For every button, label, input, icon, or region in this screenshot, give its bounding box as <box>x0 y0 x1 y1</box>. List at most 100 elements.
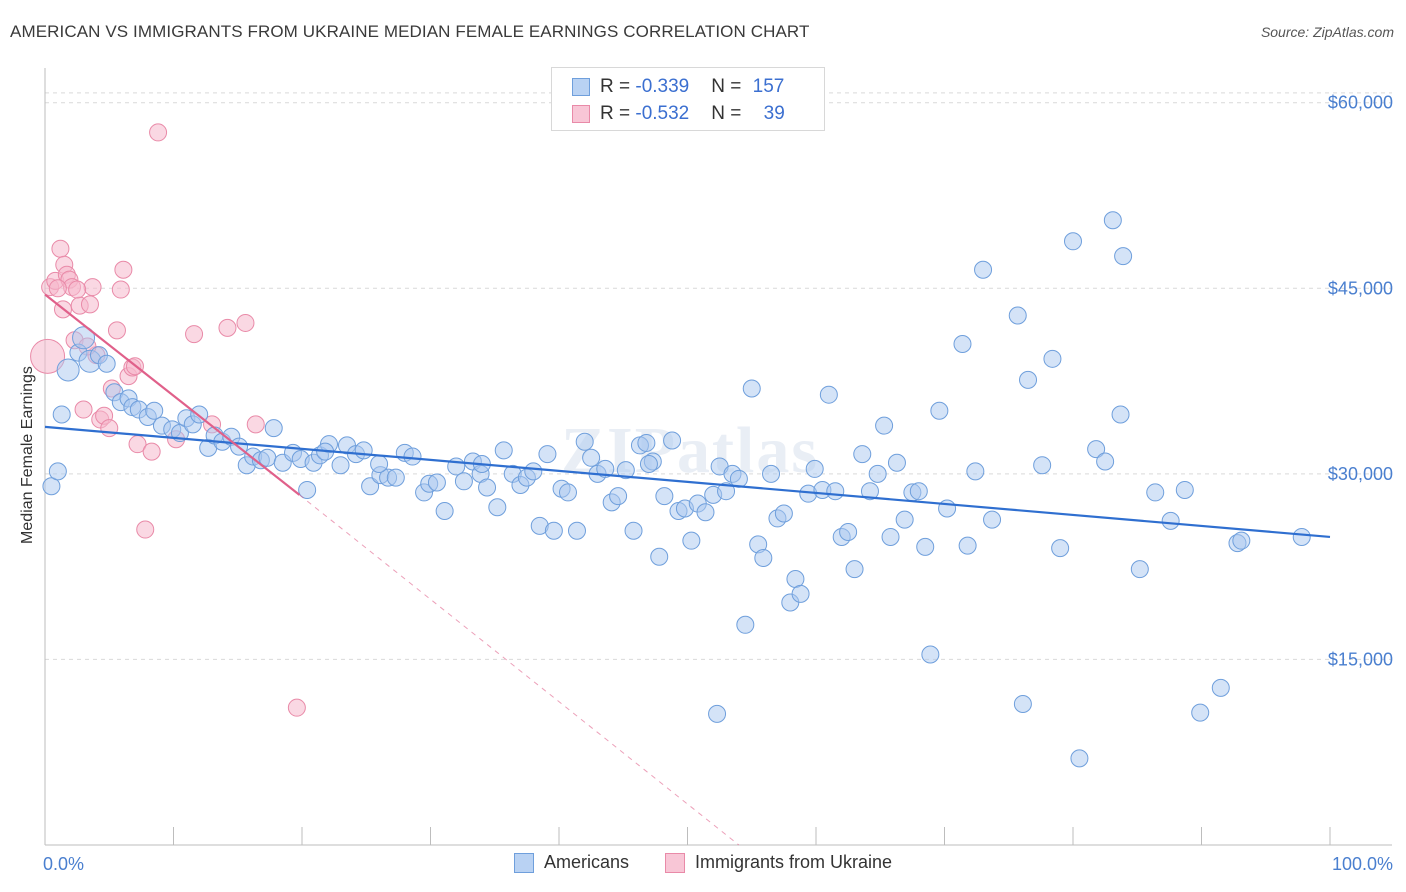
americans-point <box>1103 211 1122 230</box>
ukraine-point <box>236 313 255 332</box>
r-value: -0.532 <box>635 103 690 124</box>
y-tick-label: $45,000 <box>1328 278 1393 298</box>
americans-point <box>868 464 887 483</box>
americans-point <box>1064 232 1082 251</box>
americans-point <box>42 477 61 496</box>
americans-point <box>916 537 935 556</box>
stats-legend: R = -0.339 N = 157 R = -0.532 N = 39 <box>551 67 825 131</box>
americans-point <box>860 482 879 501</box>
ukraine-point <box>185 325 204 344</box>
americans-point <box>887 453 906 472</box>
ukraine-point <box>80 295 99 314</box>
ukraine-legend-label: Immigrants from Ukraine <box>694 852 893 872</box>
ukraine-point <box>48 279 67 298</box>
americans-legend-swatch <box>513 852 534 873</box>
americans-point <box>575 432 594 451</box>
americans-point <box>48 462 67 481</box>
americans-point <box>370 454 389 473</box>
chart-title: AMERICAN VS IMMIGRANTS FROM UKRAINE MEDI… <box>10 22 810 41</box>
americans-point <box>708 704 727 723</box>
americans-point <box>921 645 940 664</box>
americans-point <box>958 536 977 555</box>
source-label: Source: ZipAtlas.com <box>1260 24 1394 40</box>
americans-point <box>983 510 1002 529</box>
americans-point <box>909 482 928 501</box>
americans-point <box>736 615 755 634</box>
americans-point <box>298 480 317 499</box>
americans-point <box>1008 306 1027 325</box>
americans-point <box>663 431 682 450</box>
americans-point <box>538 445 557 464</box>
americans-point <box>682 531 701 550</box>
americans-point <box>56 358 80 382</box>
gridlines <box>45 92 1392 660</box>
americans-point <box>331 456 350 475</box>
americans-point <box>264 419 283 438</box>
americans-point <box>881 527 900 546</box>
americans-point <box>145 401 164 420</box>
americans-swatch <box>572 78 590 96</box>
americans-point <box>361 477 380 496</box>
americans-point <box>1096 452 1115 471</box>
americans-point <box>1051 539 1070 558</box>
ukraine-point <box>287 698 306 717</box>
americans-point <box>655 487 674 506</box>
ukraine-point <box>218 318 237 337</box>
series-americans-points <box>42 211 1311 768</box>
americans-point <box>637 433 656 452</box>
americans-point <box>774 504 793 523</box>
ukraine-point <box>149 123 168 142</box>
americans-point <box>52 405 71 424</box>
americans-point <box>754 548 773 567</box>
americans-point <box>354 441 373 460</box>
americans-point <box>742 379 761 398</box>
americans-point <box>386 468 405 487</box>
ukraine-point <box>30 338 66 374</box>
americans-point <box>1292 527 1311 546</box>
americans-point <box>582 448 601 467</box>
americans-point <box>826 482 845 501</box>
americans-point <box>1211 678 1230 697</box>
ukraine-trend-extension <box>299 494 740 846</box>
ukraine-swatch <box>572 105 590 123</box>
ukraine-point <box>107 321 126 340</box>
y-tick-label: $60,000 <box>1328 93 1393 113</box>
americans-point <box>616 461 635 480</box>
ukraine-point <box>246 415 265 434</box>
americans-point <box>596 459 615 478</box>
americans-point <box>1033 456 1052 475</box>
trend-lines <box>44 293 1331 846</box>
americans-point <box>650 547 669 566</box>
americans-point <box>435 501 454 520</box>
americans-point <box>454 472 473 491</box>
n-value: 39 <box>763 103 785 124</box>
americans-point <box>624 521 643 540</box>
americans-point <box>1013 694 1032 713</box>
americans-point <box>494 441 513 460</box>
legend-row-americans: R = -0.339 N = 157 <box>572 76 784 98</box>
americans-point <box>974 260 993 279</box>
series-legend: Americans Immigrants from Ukraine <box>0 852 1406 873</box>
y-tick-label: $30,000 <box>1328 464 1393 484</box>
ukraine-point <box>100 419 119 438</box>
americans-point <box>1175 480 1194 499</box>
ukraine-point <box>114 260 133 279</box>
americans-point <box>966 462 985 481</box>
americans-point <box>805 459 824 478</box>
ukraine-point <box>111 280 130 299</box>
americans-point <box>845 560 864 579</box>
ukraine-point <box>136 520 155 539</box>
americans-point <box>427 473 446 492</box>
americans-point <box>895 510 914 529</box>
americans-point <box>853 445 872 464</box>
r-label: R = <box>600 76 636 97</box>
x-tick-label-max: 100.0% <box>1332 854 1393 874</box>
n-label: N = <box>711 103 747 124</box>
americans-point <box>1019 370 1038 389</box>
americans-point <box>1146 483 1165 502</box>
y-tick-label: $15,000 <box>1328 649 1393 669</box>
ukraine-point <box>74 400 93 419</box>
americans-legend-label: Americans <box>543 852 629 872</box>
n-value: 157 <box>752 76 785 97</box>
